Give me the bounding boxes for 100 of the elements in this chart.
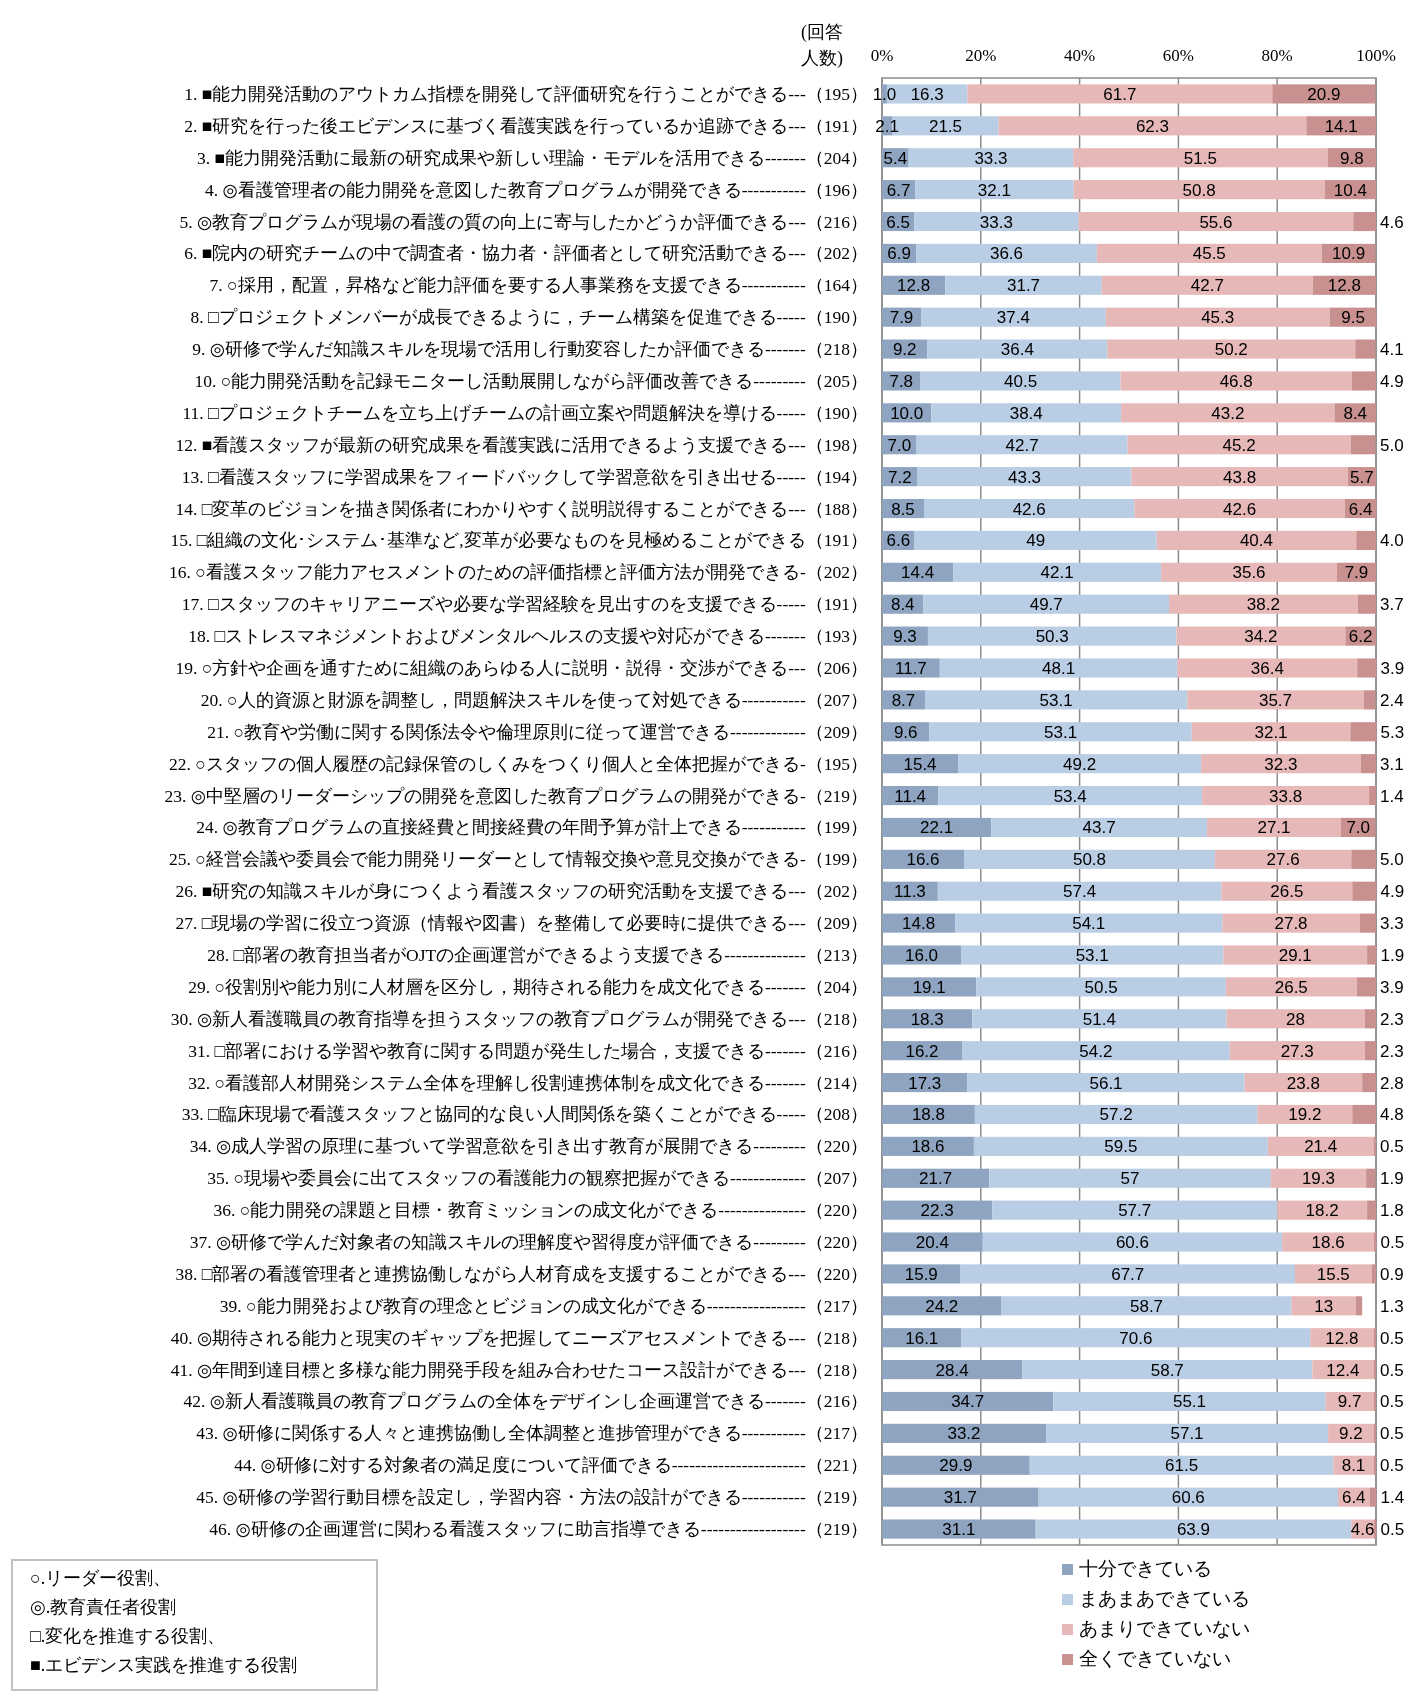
data-label: 50.5 xyxy=(1084,977,1118,997)
data-label: 0.5 xyxy=(1380,1424,1404,1444)
bar xyxy=(882,1360,1023,1380)
data-label: 10.0 xyxy=(890,403,924,423)
bar xyxy=(973,1136,1268,1156)
data-label: 6.5 xyxy=(886,212,910,232)
data-label: 31.7 xyxy=(1006,276,1041,296)
data-label: 2.4 xyxy=(1380,690,1404,710)
bar xyxy=(882,1232,983,1252)
bar xyxy=(1364,1041,1376,1061)
data-label: 22.1 xyxy=(920,818,954,838)
data-label: 2.8 xyxy=(1380,1073,1404,1093)
data-label: 34.2 xyxy=(1244,627,1278,647)
data-label: 8.1 xyxy=(1341,1456,1366,1476)
data-label: 0.5 xyxy=(1380,1137,1404,1157)
data-label: 7.9 xyxy=(1344,563,1369,583)
data-label: 32.1 xyxy=(977,180,1011,200)
bar xyxy=(1225,977,1357,997)
data-label: 9.7 xyxy=(1337,1392,1362,1412)
y-tick-label: 13. □看護スタッフに学習成果をフィードバックして学習意欲を引き出せる-----（194） xyxy=(181,466,868,487)
legend-label: 全くできていない xyxy=(1079,1648,1231,1669)
bar xyxy=(961,1328,1311,1348)
data-label: 1.3 xyxy=(1380,1296,1404,1316)
data-label: 10.4 xyxy=(1333,180,1367,200)
data-label: 7.2 xyxy=(887,467,912,487)
data-label: 19.2 xyxy=(1288,1105,1322,1125)
bar xyxy=(882,1391,1054,1412)
data-label: 9.6 xyxy=(893,722,918,742)
data-label: 42.7 xyxy=(1190,276,1224,296)
data-label: 3.1 xyxy=(1380,754,1404,774)
data-label: 2.1 xyxy=(875,116,900,136)
data-label: 51.5 xyxy=(1183,148,1217,168)
data-label: 19.1 xyxy=(912,977,946,997)
bar xyxy=(914,530,1157,550)
data-label: 53.4 xyxy=(1053,786,1087,806)
bar xyxy=(974,1104,1258,1125)
data-label: 55.6 xyxy=(1199,212,1233,232)
data-label: 21.5 xyxy=(928,116,963,136)
data-label: 15.9 xyxy=(904,1264,938,1284)
data-label: 32.3 xyxy=(1264,754,1298,774)
y-tick-label: 37. ◎研修で学んだ対象者の知識スキルの理解度や習得度が評価できる---------（220） xyxy=(189,1232,868,1253)
data-label: 16.2 xyxy=(905,1041,939,1061)
bar xyxy=(976,977,1226,997)
bar xyxy=(908,148,1074,168)
data-label: 4.6 xyxy=(1380,212,1404,232)
data-label: 43.3 xyxy=(1007,467,1042,487)
data-label: 57.1 xyxy=(1170,1424,1204,1444)
data-label: 50.8 xyxy=(1182,180,1216,200)
bar xyxy=(1187,690,1364,710)
text: (回答 xyxy=(801,22,843,43)
data-label: 42.6 xyxy=(1012,499,1046,519)
bar xyxy=(882,1487,1039,1507)
data-label: 70.6 xyxy=(1119,1328,1153,1348)
data-label: 2.3 xyxy=(1380,1041,1404,1061)
bar xyxy=(924,690,1188,710)
bar xyxy=(967,1073,1245,1093)
y-tick-label: 14. □変革のビジョンを描き関係者にわかりやすく説明説得することができる---（188） xyxy=(175,498,868,519)
data-label: 45.2 xyxy=(1222,435,1256,455)
bar xyxy=(1357,658,1377,678)
data-label: 12.8 xyxy=(897,276,931,296)
bar xyxy=(882,1200,993,1220)
data-label: 10.9 xyxy=(1332,244,1366,264)
bar xyxy=(1022,1360,1313,1380)
y-tick-label: 24. ◎教育プログラムの直接経費と間接経費の年間予算が計上できる-----------（199） xyxy=(196,817,868,838)
bar xyxy=(915,180,1074,200)
bar xyxy=(938,785,1203,806)
data-label: 37.4 xyxy=(996,308,1030,328)
bar xyxy=(1073,180,1325,200)
y-tick-label: 11. □プロジェクトチームを立ち上げチームの計画立案や問題解決を導ける-----（190） xyxy=(182,402,868,423)
data-label: 36.6 xyxy=(989,244,1024,264)
bar xyxy=(961,945,1224,965)
y-tick-label: 19. ○方針や企画を通すために組織のあらゆる人に説明・説得・交渉ができる---（206） xyxy=(175,657,868,678)
data-label: 4.6 xyxy=(1350,1520,1375,1540)
data-label: 5.3 xyxy=(1380,722,1405,742)
bar xyxy=(1221,881,1353,901)
bar xyxy=(1272,84,1376,104)
bar xyxy=(967,84,1273,104)
text: ◎.教育責任者役割 xyxy=(30,1597,177,1617)
data-label: 13 xyxy=(1314,1296,1334,1316)
data-label: 15.5 xyxy=(1316,1264,1350,1284)
data-label: 18.3 xyxy=(910,1009,944,1029)
data-label: 0.5 xyxy=(1380,1520,1405,1540)
data-label: 67.7 xyxy=(1111,1264,1145,1284)
bar xyxy=(1366,1168,1376,1188)
data-label: 16.3 xyxy=(910,84,944,104)
data-label: 16.6 xyxy=(906,850,940,870)
y-tick-label: 5. ◎教育プログラムが現場の看護の質の向上に寄与したかどうか評価できる---（216） xyxy=(179,211,868,232)
data-label: 33.3 xyxy=(979,212,1013,232)
y-tick-label: 46. ◎研修の企画運営に関わる看護スタッフに助言指導できる------------------（219） xyxy=(209,1519,868,1540)
y-tick-label: 25. ○経営会議や委員会で能力開発リーダーとして情報交換や意見交換ができる-（199） xyxy=(169,849,868,870)
data-label: 36.4 xyxy=(1250,658,1284,678)
data-label: 50.8 xyxy=(1072,850,1107,870)
data-label: 1.9 xyxy=(1380,1169,1404,1189)
bar xyxy=(1161,562,1337,582)
data-label: 7.8 xyxy=(889,371,914,391)
data-label: 24.2 xyxy=(925,1296,959,1316)
bar xyxy=(921,307,1106,327)
bar xyxy=(1353,211,1376,232)
y-tick-label: 4. ◎看護管理者の能力開発を意図した教育プログラムが開発できる-----------（196） xyxy=(204,179,868,200)
data-label: 51.4 xyxy=(1082,1009,1116,1029)
